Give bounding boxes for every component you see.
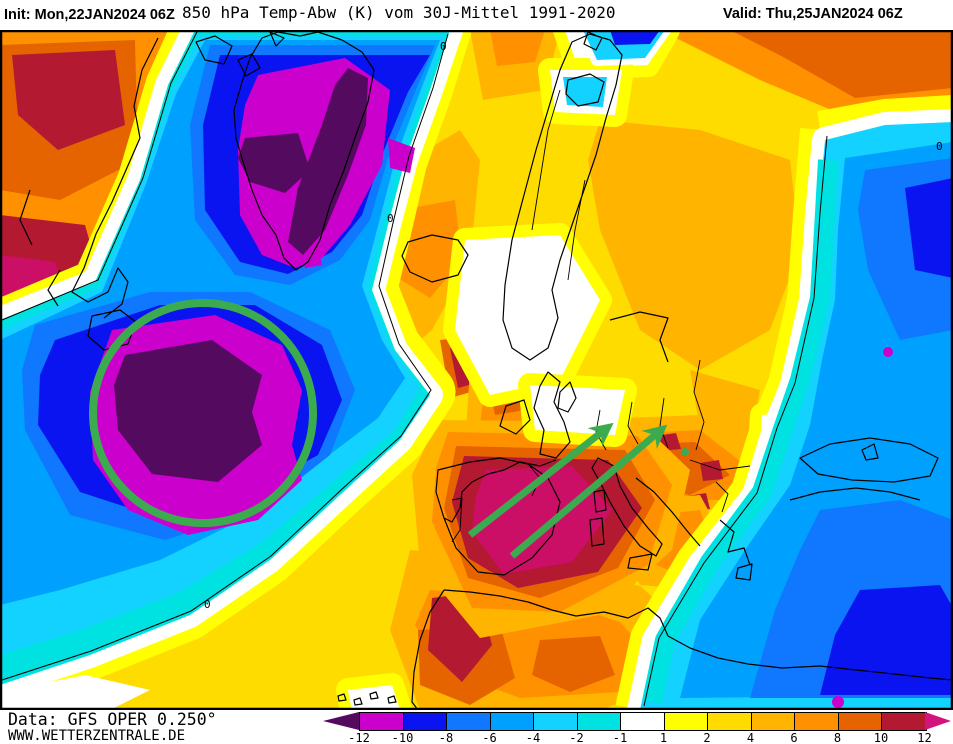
annotation-dot	[681, 448, 689, 456]
zero-contour-labels: 0 0 0 0	[204, 40, 943, 611]
legend-above-max-arrow	[924, 712, 951, 730]
iberia-coast	[435, 457, 561, 576]
svg-text:0: 0	[204, 598, 211, 611]
zero-contour-lines	[1, 31, 828, 707]
legend-tick--8: -8	[438, 731, 454, 744]
page-title: 850 hPa Temp-Abw (K) vom 30J-Mittel 1991…	[182, 3, 616, 22]
legend-segment--8..-6	[447, 713, 491, 730]
greenland-coast	[233, 31, 375, 271]
adriatic-coast	[635, 477, 701, 547]
footer-bar: Data: GFS OPER 0.250° WWW.WETTERZENTRALE…	[0, 710, 953, 744]
canada-coast	[19, 37, 159, 319]
legend-segment-6..8	[795, 713, 839, 730]
legend-segment--4..-2	[534, 713, 578, 730]
coastlines	[19, 31, 953, 710]
svg-text:0: 0	[936, 140, 943, 153]
legend-below-min-arrow	[323, 712, 359, 730]
anatolia-coast	[789, 487, 921, 501]
legend-segment--10..-8	[403, 713, 447, 730]
legend-tick-8: 8	[833, 731, 842, 744]
corsica-sardinia-coast	[589, 489, 607, 547]
legend-tick-10: 10	[873, 731, 889, 744]
legend-tick--6: -6	[482, 731, 497, 744]
valid-label: Valid:	[723, 6, 766, 22]
init-datetime: Init: Mon,22JAN2024 06Z	[4, 7, 175, 23]
legend-tick-4: 4	[746, 731, 755, 744]
whitesea-coast	[565, 73, 605, 107]
scandinavia-coast	[502, 33, 623, 361]
cold-anomaly-east	[627, 109, 953, 710]
baltic-coast	[609, 311, 669, 363]
legend-tick-6: 6	[790, 731, 798, 744]
legend-tick--2: -2	[569, 731, 584, 744]
canary-islands	[337, 691, 397, 706]
annotation-arrow-2	[509, 424, 668, 559]
init-value: Mon,22JAN2024 06Z	[34, 7, 175, 23]
blacksea-coast	[799, 437, 939, 483]
neutral-patch-corner	[0, 675, 150, 710]
color-scale-legend: -12 -10 -8 -6 -4 -2 -1 1 2 4 6 8 10 12	[323, 712, 953, 744]
legend-color-bar	[359, 712, 927, 731]
svg-text:0: 0	[387, 212, 394, 225]
baffin-islands-coast	[195, 31, 285, 77]
legend-tick-1: 1	[659, 731, 668, 744]
legend-tick--12: -12	[348, 731, 370, 744]
iceland-coast	[401, 234, 469, 283]
annotation-arrow-1	[467, 422, 614, 538]
legend-segment--2..-1	[577, 713, 621, 730]
legend-tick--10: -10	[391, 731, 414, 744]
map-area: 0 0 0 0	[0, 30, 953, 710]
legend-segment-8..10	[838, 713, 882, 730]
legend-segment-4..6	[751, 713, 795, 730]
website-label: WWW.WETTERZENTRALE.DE	[8, 728, 186, 744]
valid-datetime: Valid: Thu,25JAN2024 06Z	[723, 6, 903, 22]
cold-anomaly-atlantic	[0, 30, 463, 698]
newfoundland-coast	[87, 309, 137, 351]
ireland-coast	[499, 399, 531, 435]
annotation-circle	[89, 299, 317, 527]
greenland-cold-core	[238, 58, 415, 268]
greece-coast	[719, 519, 753, 581]
init-label: Init:	[4, 7, 35, 23]
valid-value: Thu,25JAN2024 06Z	[765, 6, 903, 22]
legend-segment-1..2	[664, 713, 708, 730]
legend-segment--12..-10	[360, 713, 404, 730]
legend-tick--4: -4	[525, 731, 541, 744]
legend-tick--1: -1	[612, 731, 628, 744]
data-source-label: Data: GFS OPER 0.250°	[8, 710, 217, 729]
sicily-coast	[627, 553, 653, 571]
legend-segment--1..1	[621, 713, 665, 730]
morocco-atlantic-coast	[411, 589, 445, 710]
weather-map: 0 0 0 0	[0, 30, 953, 710]
legend-segment--6..-4	[490, 713, 534, 730]
great-britain-coast	[533, 371, 571, 459]
denmark-coast	[557, 381, 577, 413]
legend-tick-12: 12	[917, 731, 932, 744]
north-africa-coast	[443, 589, 953, 681]
legend-segment-2..4	[708, 713, 752, 730]
annotations	[89, 299, 689, 559]
header-bar: Init: Mon,22JAN2024 06Z 850 hPa Temp-Abw…	[0, 0, 953, 30]
europe-atlantic-coast	[443, 459, 557, 523]
svg-text:0: 0	[440, 40, 447, 53]
map-border	[0, 30, 953, 710]
legend-tick-2: 2	[703, 731, 711, 744]
atlantic-cold-core	[90, 315, 302, 535]
legend-segment-10..12	[882, 713, 926, 730]
